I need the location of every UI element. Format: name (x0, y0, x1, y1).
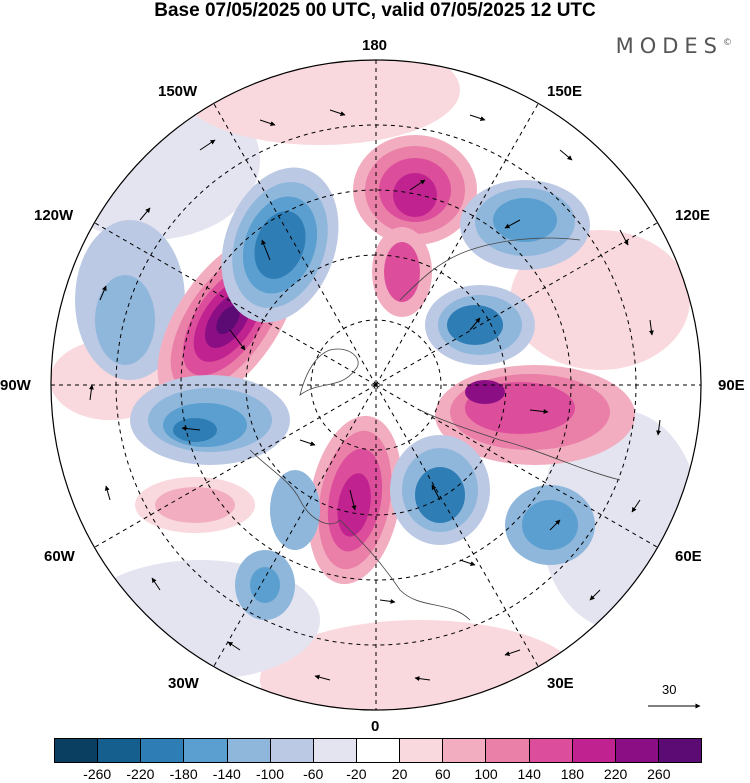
colorbar-swatch (658, 739, 702, 762)
colorbar-tick-label: -140 (212, 766, 241, 782)
colorbar-swatch (486, 739, 530, 762)
colorbar-swatch (572, 739, 616, 762)
map-title: Base 07/05/2025 00 UTC, valid 07/05/2025… (154, 0, 596, 21)
colorbar-tick-label: -220 (126, 766, 155, 782)
lon-label-150e: 150E (547, 83, 583, 100)
coastlines (249, 237, 621, 621)
modes-logo: MODES© (615, 34, 732, 58)
graticule (51, 60, 701, 710)
lon-label-120e: 120E (675, 207, 711, 224)
lon-label-30w: 30W (168, 675, 199, 692)
colorbar-swatch (55, 739, 99, 762)
colorbar-tick-label: -180 (169, 766, 198, 782)
lon-label-0: 0 (371, 718, 380, 735)
colorbar-tick-label: 100 (474, 766, 498, 782)
colorbar-tick-label: -100 (255, 766, 285, 782)
reference-vector-label: 30 (662, 682, 677, 697)
lon-label-60w: 60W (44, 548, 75, 565)
colorbar-tick-label: 20 (391, 766, 408, 782)
colorbar-tick-label: 140 (517, 766, 541, 782)
colorbar-swatch (615, 739, 659, 762)
colorbar-swatch (141, 739, 185, 762)
colorbar-tick-label: 60 (435, 766, 451, 782)
lon-label-150w: 150W (158, 83, 198, 100)
colorbar-ticks: -260 -220 -180 -140 -100 -60 -20 20 60 100 140 180 2… (54, 766, 702, 783)
colorbar-tick-label: -60 (303, 766, 324, 782)
lon-label-30e: 30E (547, 675, 574, 692)
colorbar-swatch (529, 739, 573, 762)
colorbar-tick-label: 180 (560, 766, 585, 782)
lon-label-90e: 90E (718, 377, 745, 394)
colorbar-swatch (356, 739, 401, 762)
lon-label-90w: 90W (0, 377, 31, 394)
colorbar-tick-label: -260 (83, 766, 112, 782)
colorbar-swatch (184, 739, 228, 762)
map-boundary (50, 59, 702, 711)
colorbar-tick-label: 260 (647, 766, 671, 782)
colorbar-swatch (227, 739, 271, 762)
anomaly-field (51, 60, 701, 710)
lon-label-180: 180 (362, 37, 388, 54)
colorbar-swatch (400, 739, 444, 762)
colorbar-swatch (313, 739, 357, 762)
colorbar-swatch (443, 739, 487, 762)
lon-label-60e: 60E (675, 548, 702, 565)
colorbar-swatch (270, 739, 314, 762)
colorbar-tick-label: 220 (603, 766, 628, 782)
colorbar-swatch (98, 739, 142, 762)
colorbar (54, 738, 702, 763)
colorbar-tick-label: -20 (346, 766, 367, 782)
lon-label-120w: 120W (34, 207, 74, 224)
wind-vectors (88, 109, 662, 682)
